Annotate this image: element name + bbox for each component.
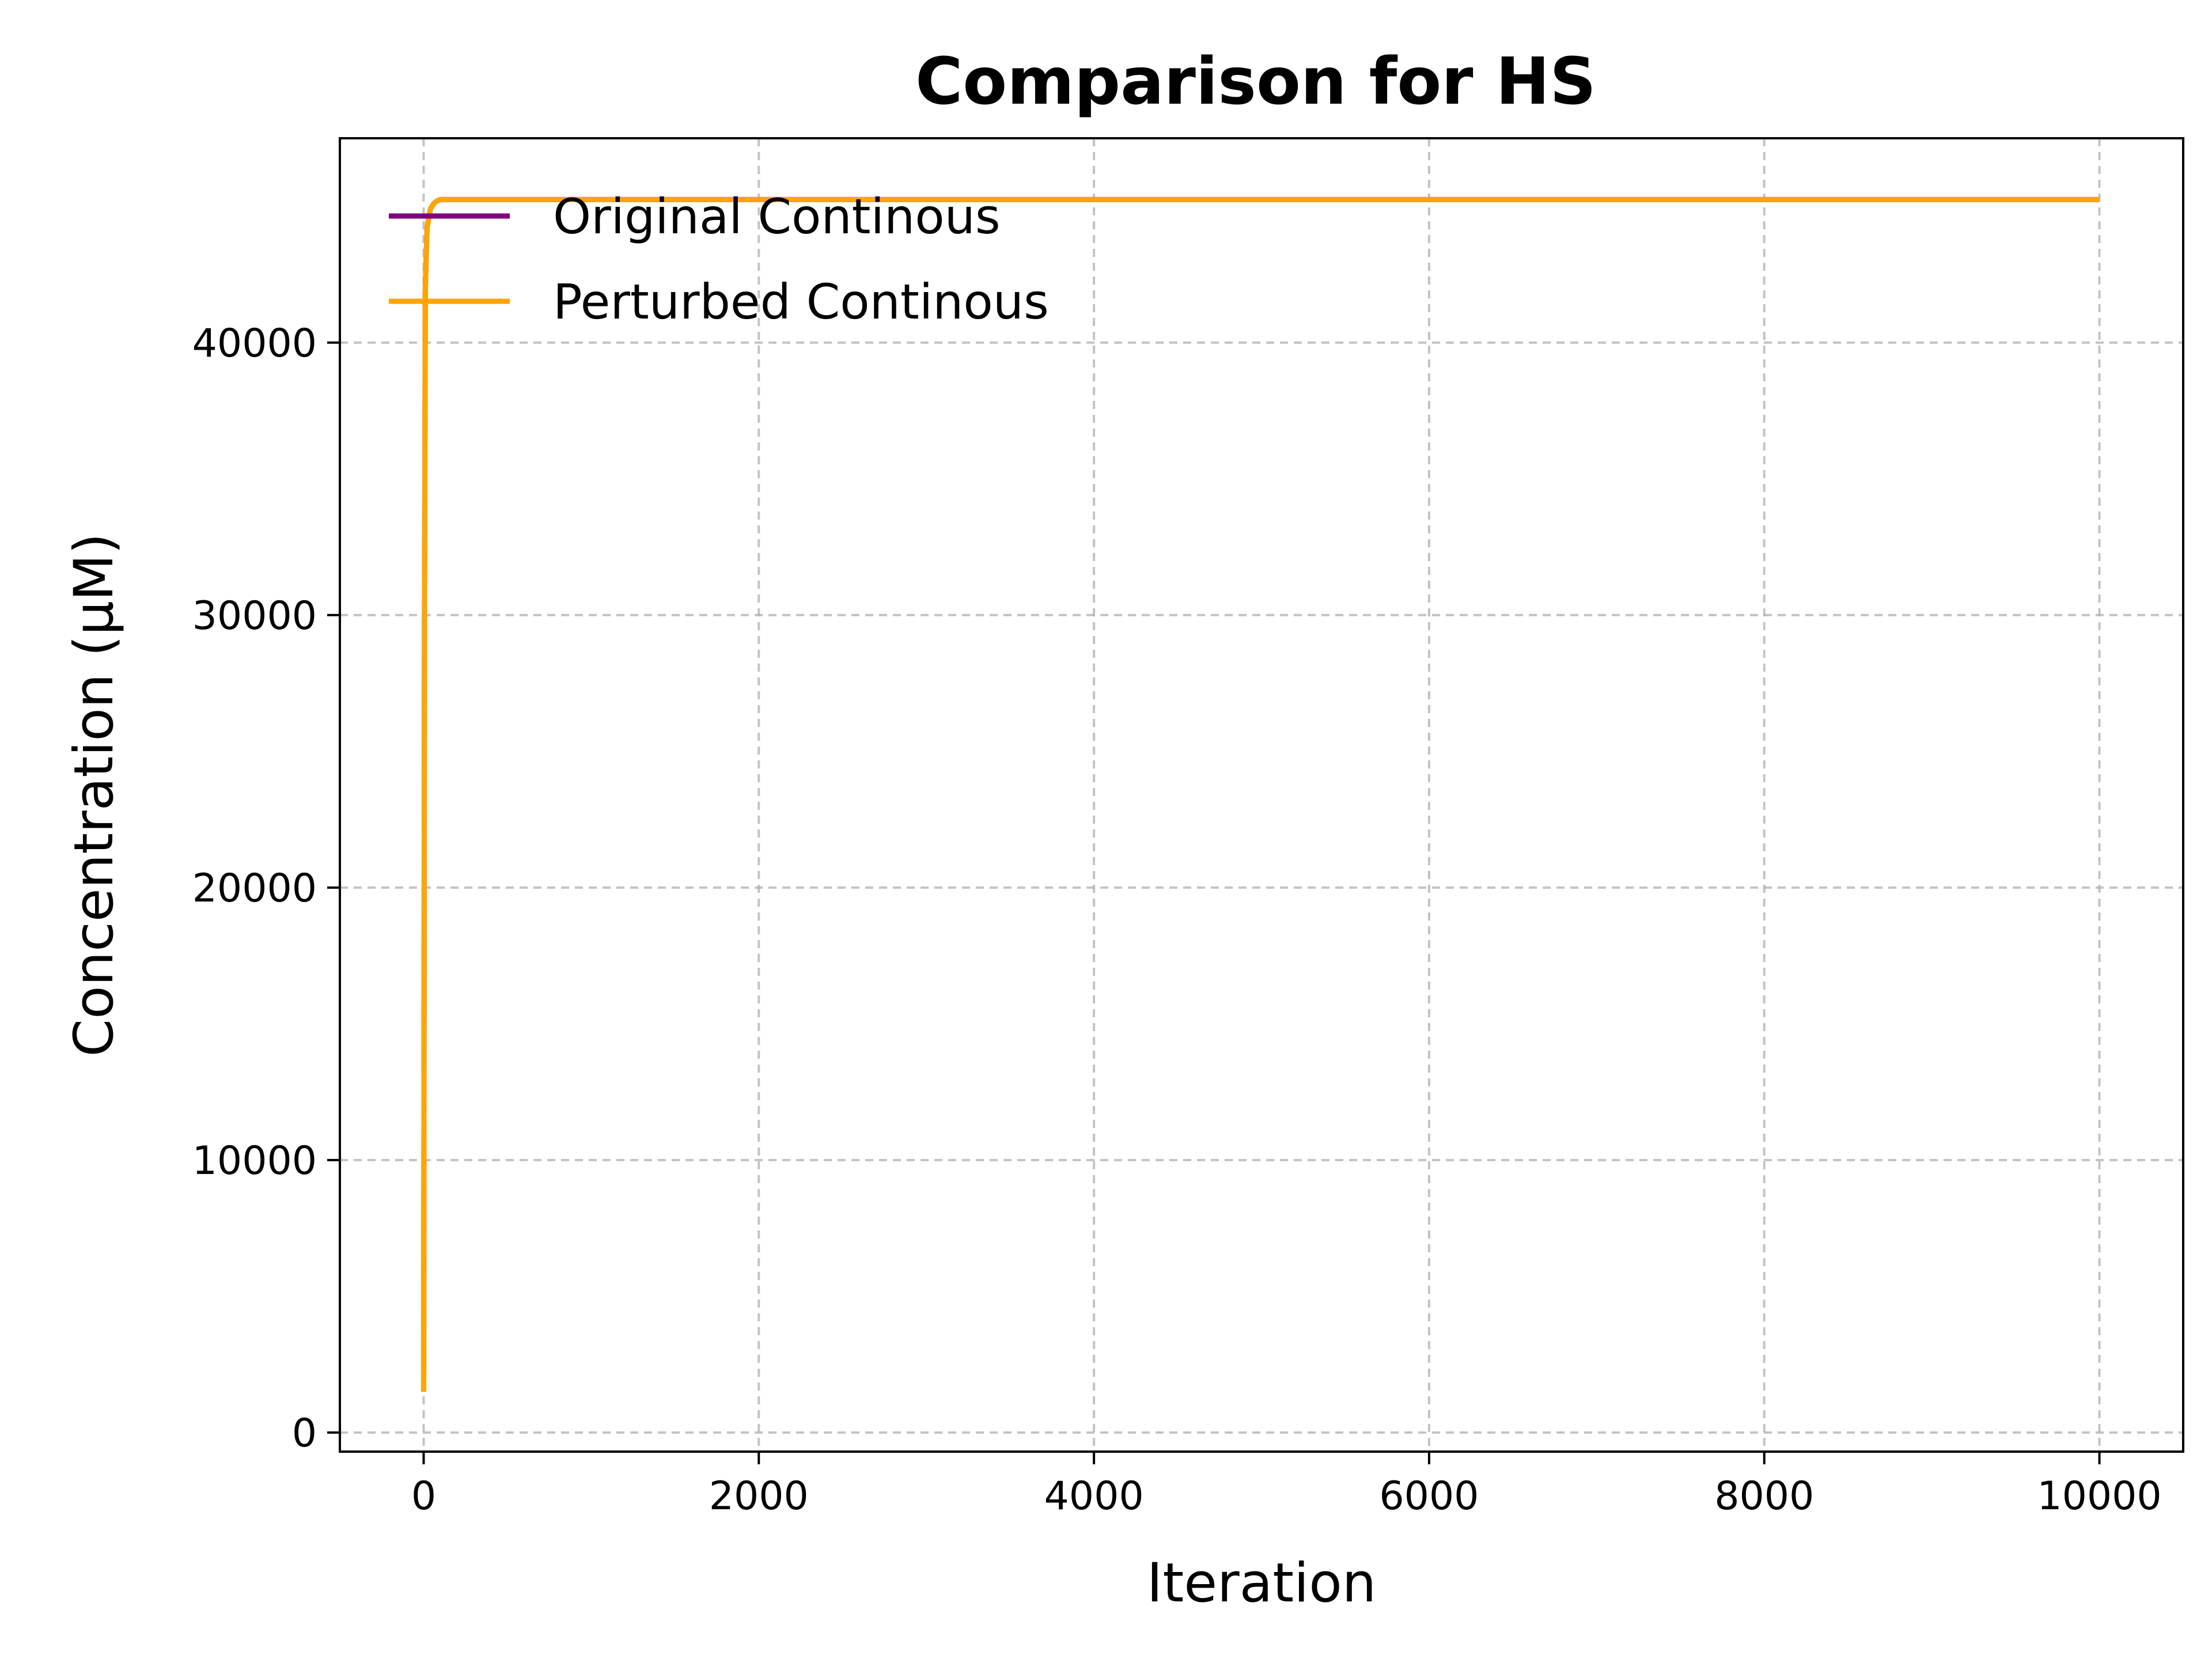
x-axis-label: Iteration (1147, 1552, 1377, 1615)
legend: Original Continous Perturbed Continous (389, 188, 1049, 330)
legend-label-0: Original Continous (553, 188, 1001, 245)
x-tick-label: 0 (411, 1474, 436, 1519)
y-tick-label: 10000 (192, 1138, 317, 1184)
plot-frame (339, 137, 2184, 1453)
x-tick-label: 6000 (1379, 1474, 1479, 1519)
series-lines (421, 196, 2100, 1392)
series-line-0 (421, 196, 2100, 1392)
y-tick-label: 0 (292, 1411, 317, 1456)
y-tick-label: 30000 (192, 593, 317, 639)
axis-ticks: 0 2000 4000 6000 8000 10000 0 10000 20000 30000 40… (192, 321, 2162, 1519)
series-line-1 (421, 196, 2100, 1392)
x-tick-label: 2000 (709, 1474, 809, 1519)
x-tick-label: 4000 (1044, 1474, 1144, 1519)
y-tick-label: 40000 (192, 321, 317, 366)
y-axis-label: Concentration (μM) (63, 533, 126, 1056)
grid (340, 138, 2183, 1452)
legend-label-1: Perturbed Continous (553, 274, 1049, 330)
chart-title: Comparison for HS (915, 44, 1596, 119)
y-tick-label: 20000 (192, 866, 317, 911)
x-tick-label: 10000 (2037, 1474, 2161, 1519)
x-tick-label: 8000 (1714, 1474, 1814, 1519)
